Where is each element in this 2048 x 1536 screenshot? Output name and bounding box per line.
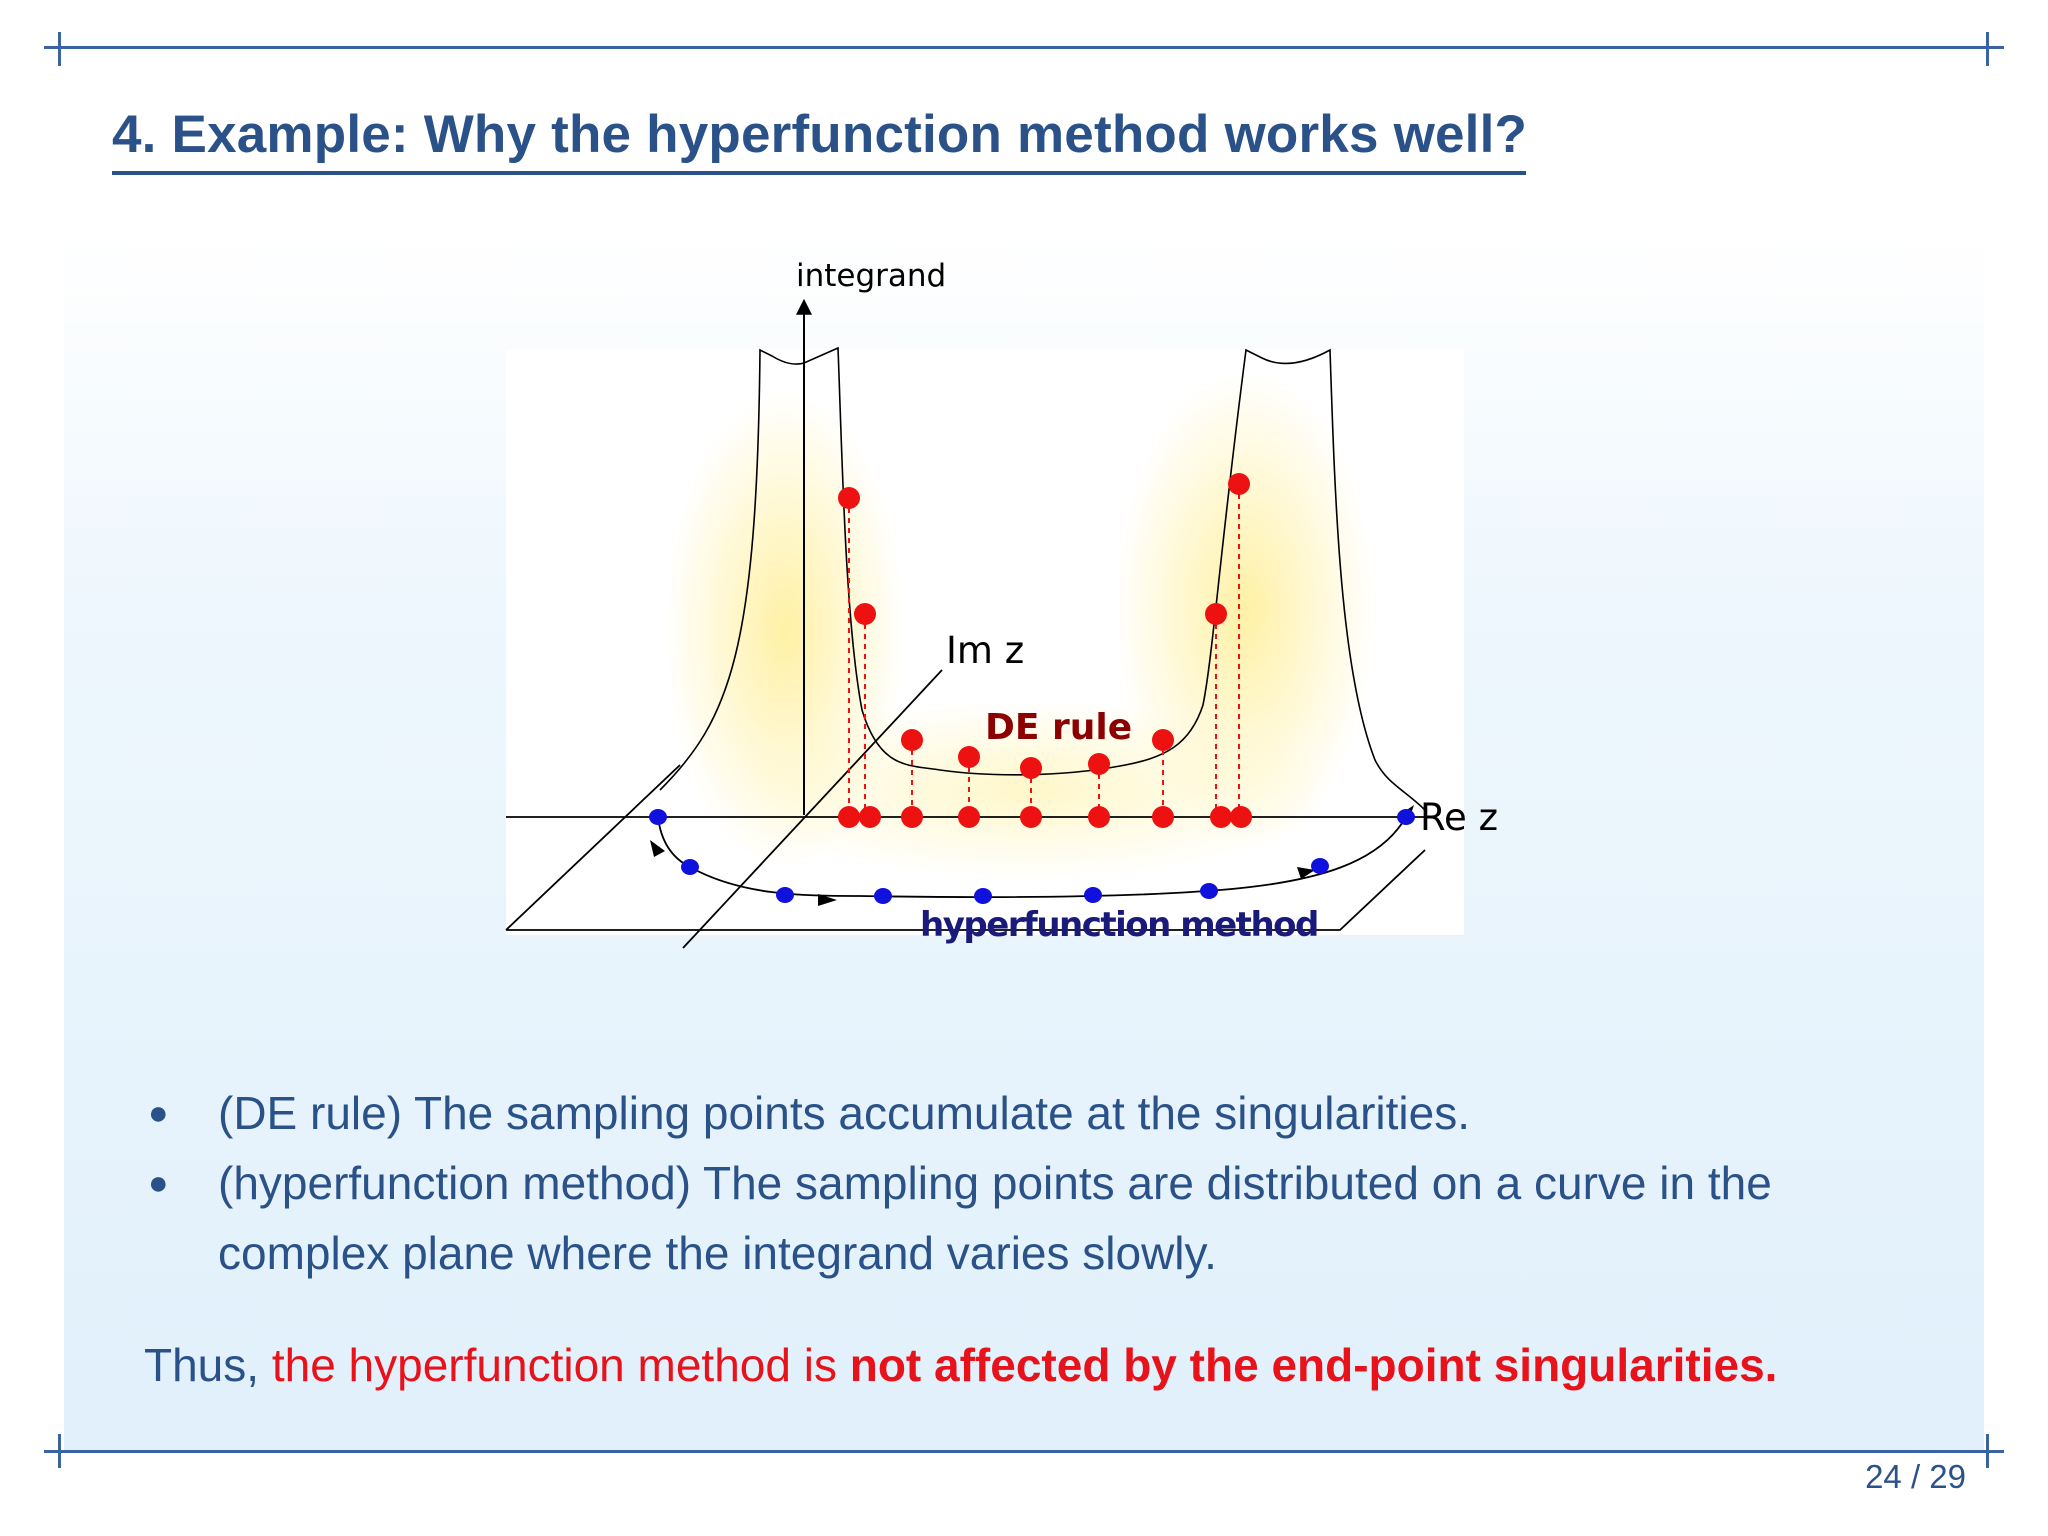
slide-title: 4. Example: Why the hyperfunction method… [112,105,1528,164]
page-number: 24 / 29 [1865,1458,1966,1495]
de-axis-points [838,806,1252,828]
bullet-item-hyperfunction: ● (hyperfunction method) The sampling po… [140,1148,1840,1288]
conclusion-text: Thus, the hyperfunction method is not af… [144,1330,1844,1400]
im-z-label: Im z [946,629,1024,672]
im-z-axis [682,669,943,949]
bullet-text: (DE rule) The sampling points accumulate… [218,1087,1470,1139]
bottom-frame-line [44,1450,2004,1453]
top-right-tick [1986,32,1989,66]
bullet-dot-icon: ● [148,1094,169,1132]
conclusion-prefix: Thus, [144,1339,272,1391]
re-z-label: Re z [1420,796,1498,839]
de-curve-points [838,473,1250,779]
complex-plane [505,764,1426,931]
bullet-list: ● (DE rule) The sampling points accumula… [140,1078,1840,1288]
hyperfunction-points [649,809,1415,904]
top-left-tick [58,32,61,66]
conclusion-bold-text: not affected by the end-point singularit… [849,1339,1778,1391]
bullet-text: (hyperfunction method) The sampling poin… [218,1157,1772,1279]
bullet-item-de-rule: ● (DE rule) The sampling points accumula… [140,1078,1840,1148]
bottom-right-tick [1986,1434,1989,1468]
de-rule-label: DE rule [985,707,1132,748]
integrand-diagram: integrand Re z Im z [505,258,1498,949]
hyperfunction-label: hyperfunction method [920,905,1318,945]
integrand-axis-label: integrand [796,258,946,294]
conclusion-red-text: the hyperfunction method is [271,1339,850,1391]
bottom-left-tick [58,1434,61,1468]
integrand-curve [659,346,1426,811]
bullet-dot-icon: ● [148,1164,169,1202]
title-underline [112,171,1526,175]
top-frame-line [44,46,2004,49]
